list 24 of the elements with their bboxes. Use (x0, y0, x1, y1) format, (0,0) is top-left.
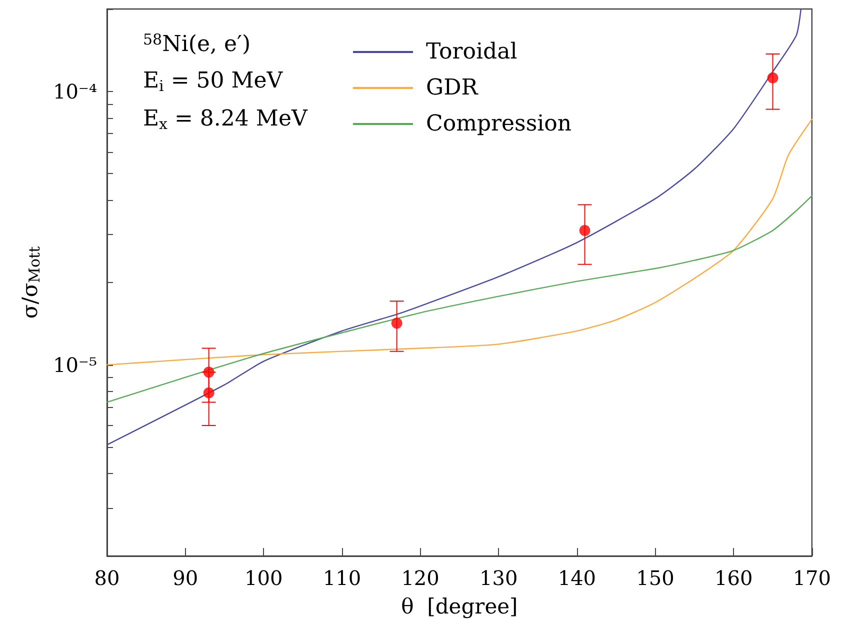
y-tick-label: 10⁻⁴ (52, 79, 97, 104)
point (391, 318, 402, 329)
x-tick-label: 130 (480, 566, 518, 590)
x-tick-label: 90 (172, 566, 198, 590)
x-tick-label: 140 (558, 566, 596, 590)
x-tick-label: 160 (714, 566, 753, 590)
point (767, 72, 778, 84)
legend-label: GDR (426, 76, 480, 100)
line-series (106, 8, 802, 446)
x-tick-label: 150 (636, 566, 674, 590)
x-tick-label: 120 (401, 566, 440, 590)
x-tick-label: 110 (322, 566, 362, 590)
point (579, 224, 590, 236)
y-axis-title: σ/σMott (18, 246, 44, 319)
x-tick-label: 170 (792, 566, 832, 590)
x-tick-label: 80 (94, 566, 120, 590)
legend-label: Toroidal (426, 40, 518, 64)
x-axis-title: θ [degree] (401, 594, 518, 618)
x-tick-label: 100 (244, 566, 283, 590)
line-series (106, 195, 813, 403)
y-tick-label: 10⁻⁵ (52, 352, 97, 377)
point (203, 366, 214, 378)
point (203, 387, 214, 398)
legend-label: Compression (426, 112, 572, 136)
